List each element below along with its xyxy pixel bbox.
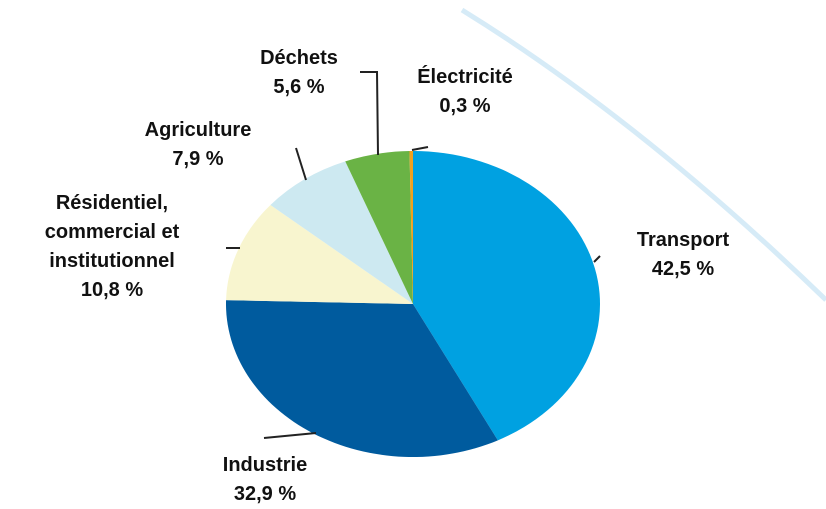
pie-slice	[345, 151, 413, 304]
slice-label: Résidentiel, commercial et institutionne…	[12, 189, 212, 305]
leader-line	[593, 255, 601, 263]
leader-line	[360, 71, 379, 156]
pie-slice	[413, 151, 601, 441]
slice-label: Transport 42,5 %	[613, 226, 753, 284]
category-name: Agriculture	[144, 119, 252, 141]
value-label: 0,3 %	[439, 95, 491, 117]
pie-slice	[226, 205, 413, 304]
value-label: 32,9 %	[233, 483, 297, 505]
value-label: 42,5 %	[651, 258, 715, 280]
slice-label: Déchets 5,6 %	[229, 44, 369, 102]
category-name: Déchets	[260, 47, 338, 69]
category-name: Électricité	[417, 66, 513, 88]
pie-slice	[409, 151, 413, 304]
value-label: 10,8 %	[80, 279, 144, 301]
leader-line	[263, 432, 317, 439]
pie-slice	[225, 300, 498, 458]
slice-label: Électricité 0,3 %	[385, 63, 545, 121]
pie	[225, 151, 601, 458]
pie-slice	[270, 161, 413, 304]
slice-label: Industrie 32,9 %	[195, 451, 335, 509]
decor-arc	[460, 7, 826, 302]
category-name: Résidentiel, commercial et institutionne…	[44, 192, 180, 272]
value-label: 7,9 %	[172, 148, 224, 170]
leader-lines	[226, 71, 601, 439]
leader-line	[411, 146, 429, 151]
category-name: Industrie	[222, 454, 308, 476]
category-name: Transport	[636, 229, 730, 251]
leader-line	[295, 147, 307, 181]
value-label: 5,6 %	[273, 76, 325, 98]
slice-label: Agriculture 7,9 %	[108, 116, 288, 174]
